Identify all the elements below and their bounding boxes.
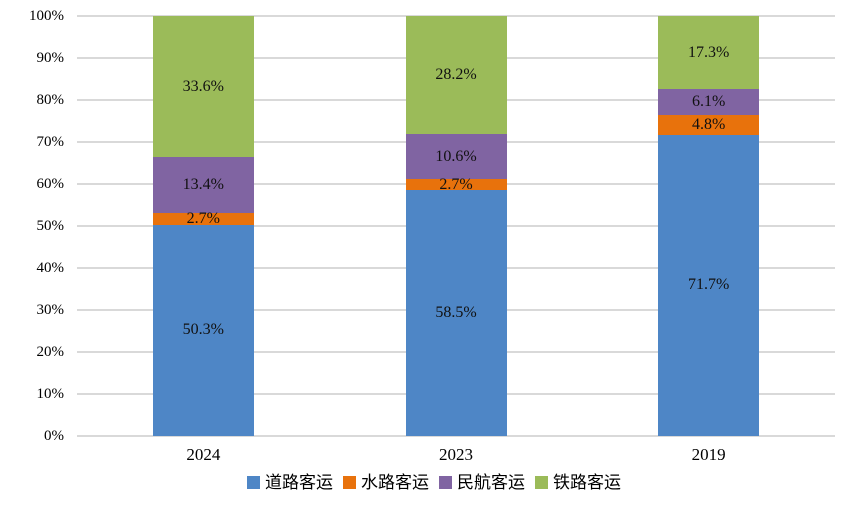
- y-axis-tick-40%: 40%: [36, 260, 65, 276]
- legend: 道路客运 水路客运 民航客运 铁路客运: [0, 474, 868, 491]
- data-label-2019-水路客运: 4.8%: [691, 115, 726, 133]
- y-axis-tick-0%: 0%: [44, 428, 64, 444]
- data-label-2024-铁路客运: 33.6%: [182, 77, 224, 95]
- data-label-2019-道路客运: 71.7%: [687, 276, 730, 294]
- data-label-2023-民航客运: 10.6%: [435, 147, 477, 165]
- legend-item-水路客运: 水路客运: [343, 474, 429, 491]
- bar-2024: 50.3% 2.7% 13.4% 33.6%: [152, 16, 254, 436]
- segment-2019-道路客运: 71.7%: [658, 134, 760, 436]
- legend-label: 民航客运: [457, 473, 525, 492]
- segment-2024-民航客运: 13.4%: [152, 157, 254, 214]
- data-label-2019-民航客运: 6.1%: [691, 92, 726, 110]
- y-axis-tick-80%: 80%: [36, 92, 65, 108]
- data-label-2023-道路客运: 58.5%: [435, 304, 477, 322]
- plot-area: 50.3% 2.7% 13.4% 33.6% 58.5% 2.7% 10.6% 28.2% 71…: [77, 15, 835, 437]
- segment-2019-铁路客运: 17.3%: [658, 16, 760, 90]
- legend-item-道路客运: 道路客运: [247, 474, 333, 491]
- y-axis-tick-70%: 70%: [36, 134, 65, 150]
- legend-label: 水路客运: [361, 473, 429, 492]
- data-label-2024-水路客运: 2.7%: [186, 210, 220, 228]
- data-label-2023-铁路客运: 28.2%: [435, 66, 477, 84]
- y-axis-tick-10%: 10%: [36, 386, 65, 402]
- legend-swatch-icon: [535, 476, 548, 489]
- segment-2023-道路客运: 58.5%: [405, 190, 507, 436]
- segment-2024-铁路客运: 33.6%: [152, 16, 254, 158]
- segment-2019-民航客运: 6.1%: [658, 89, 760, 115]
- segment-2023-民航客运: 10.6%: [405, 134, 507, 179]
- bar-2023: 58.5% 2.7% 10.6% 28.2%: [405, 16, 507, 436]
- segment-2024-道路客运: 50.3%: [152, 224, 254, 436]
- segment-2024-水路客运: 2.7%: [152, 210, 254, 228]
- y-axis-tick-20%: 20%: [36, 344, 65, 360]
- legend-item-铁路客运: 铁路客运: [535, 474, 621, 491]
- x-axis-label-2023: 2023: [439, 445, 473, 464]
- y-axis-tick-30%: 30%: [36, 302, 65, 318]
- legend-swatch-icon: [439, 476, 452, 489]
- legend-swatch-icon: [343, 476, 356, 489]
- bar-2019: 71.7% 4.8% 6.1% 17.3%: [658, 16, 760, 436]
- legend-label: 道路客运: [265, 473, 333, 492]
- data-label-2024-道路客运: 50.3%: [182, 321, 224, 339]
- gridline-0%: [77, 435, 835, 437]
- x-axis-label-2019: 2019: [691, 445, 726, 464]
- legend-label: 铁路客运: [553, 473, 621, 492]
- data-label-2024-民航客运: 13.4%: [182, 176, 224, 194]
- x-axis-label-2024: 2024: [186, 445, 221, 464]
- y-axis-tick-50%: 50%: [36, 218, 65, 234]
- legend-swatch-icon: [247, 476, 260, 489]
- gridline-100%: [77, 15, 835, 17]
- legend-item-民航客运: 民航客运: [439, 474, 525, 491]
- y-axis-tick-90%: 90%: [36, 50, 65, 66]
- segment-2023-铁路客运: 28.2%: [405, 16, 507, 135]
- y-axis-tick-100%: 100%: [29, 8, 64, 24]
- data-label-2023-水路客运: 2.7%: [439, 175, 473, 193]
- data-label-2019-铁路客运: 17.3%: [687, 43, 730, 61]
- segment-2019-水路客运: 4.8%: [658, 114, 760, 135]
- segment-2023-水路客运: 2.7%: [405, 175, 507, 193]
- y-axis-tick-60%: 60%: [36, 176, 65, 192]
